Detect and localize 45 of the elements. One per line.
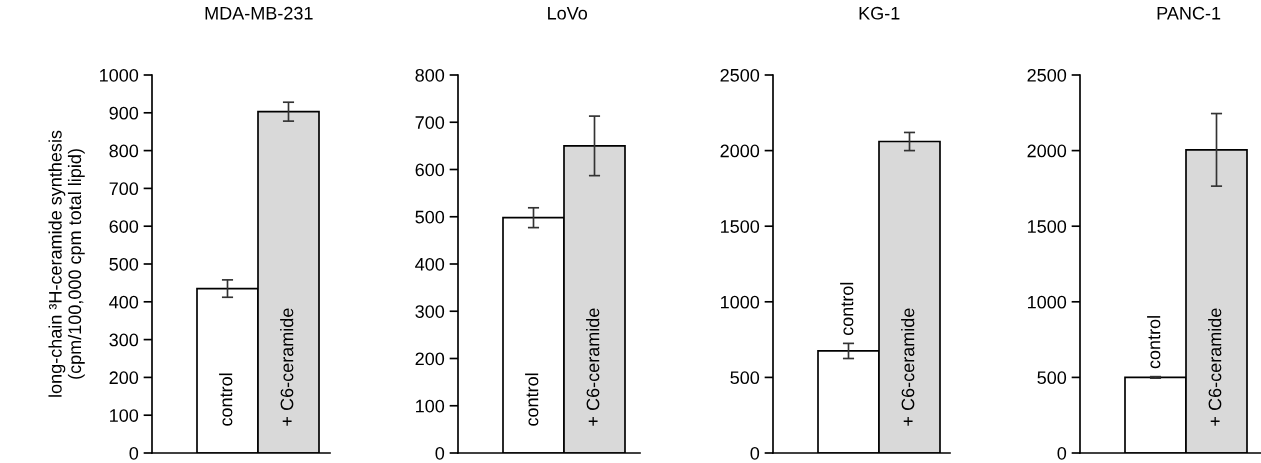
x-tick-label: + C6-ceramide — [901, 308, 915, 426]
y-axis-title: long-chain ³H-ceramide synthesis (cpm/100,000 cpm total lipid) — [48, 130, 85, 397]
x-tick-label: + C6-ceramide — [586, 308, 600, 426]
y-tick-label: 0 — [1057, 446, 1067, 460]
x-tick-label: control — [1147, 316, 1161, 369]
y-tick-label: 2500 — [1027, 68, 1067, 82]
y-tick-label: 0 — [750, 446, 760, 460]
x-tick-label: control — [219, 373, 233, 426]
y-tick-label: 700 — [109, 182, 139, 196]
y-tick-label: 200 — [109, 371, 139, 385]
y-tick-label: 600 — [109, 220, 139, 233]
y-tick-label: 100 — [110, 409, 139, 422]
y-tick-label: 0 — [129, 446, 139, 460]
chart-title: PANC-1 — [1157, 6, 1221, 20]
chart-title: LoVo — [548, 7, 588, 20]
x-tick-label: + C6-ceramide — [280, 308, 294, 426]
y-tick-label: 500 — [415, 210, 445, 224]
y-tick-label: 2000 — [1027, 144, 1067, 158]
y-tick-label: 300 — [415, 305, 445, 318]
y-tick-label: 1500 — [1028, 220, 1067, 233]
chart-title: KG-1 — [859, 6, 900, 20]
y-tick-label: 2500 — [720, 68, 760, 82]
x-tick-label: + C6-ceramide — [1208, 308, 1222, 426]
y-tick-label: 1500 — [721, 220, 760, 233]
y-tick-label: 1000 — [1028, 295, 1067, 309]
y-tick-label: 500 — [109, 257, 139, 271]
y-tick-label: 900 — [109, 106, 139, 120]
y-tick-label: 1000 — [100, 68, 139, 82]
y-tick-label: 400 — [109, 295, 139, 309]
y-tick-label: 800 — [109, 144, 139, 158]
y-tick-label: 500 — [730, 371, 760, 385]
y-tick-label: 800 — [415, 68, 445, 82]
y-tick-label: 200 — [415, 352, 445, 366]
x-tick-label: control — [840, 282, 854, 336]
y-tick-label: 0 — [435, 446, 445, 460]
y-tick-label: 300 — [109, 333, 139, 347]
chart-title: MDA-MB-231 — [205, 6, 313, 20]
y-tick-label: 700 — [415, 116, 445, 129]
x-tick-label: control — [525, 373, 539, 426]
y-tick-label: 2000 — [720, 144, 760, 158]
y-tick-label: 600 — [415, 163, 445, 177]
y-tick-label: 100 — [416, 399, 445, 413]
y-tick-label: 1000 — [721, 295, 760, 309]
y-tick-label: 500 — [1037, 371, 1067, 385]
y-tick-label: 400 — [415, 257, 445, 271]
